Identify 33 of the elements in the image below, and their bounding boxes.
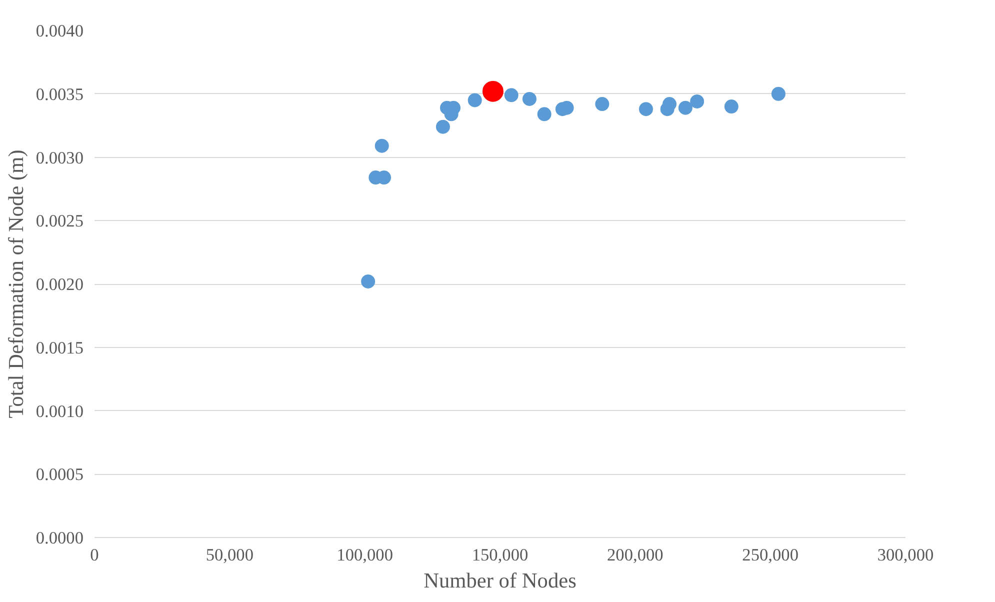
point [468,93,482,108]
point [504,88,518,102]
point [678,100,692,115]
point [374,138,389,153]
x-tick-label: 250,000 [742,546,799,564]
point [771,86,786,101]
y-tick-label: 0.0035 [36,84,84,104]
point [482,80,504,102]
point [522,92,536,106]
point [690,94,704,108]
y-tick-label: 0.0010 [36,402,84,421]
y-tick-label: 0.0005 [36,465,84,484]
point [537,107,552,122]
x-tick-label: 300,000 [877,546,934,564]
y-tick-label: 0.0020 [36,275,84,294]
x-axis-title: Number of Nodes [424,568,576,592]
x-tick-label: 100,000 [336,546,394,564]
y-axis-title: Total Deformation of Node (m) [4,150,28,418]
y-tick-label: 0.0025 [36,212,84,231]
point [595,97,610,111]
y-tick-label: 0.0015 [36,338,84,358]
y-tick-label: 0.0030 [36,148,84,168]
y-tick-label: 0.0000 [36,528,84,548]
point [638,102,653,116]
x-tick-label: 0 [90,546,99,564]
point [662,97,676,111]
y-tick-label: 0.0040 [36,22,84,40]
x-tick-label: 50,000 [206,546,254,564]
point [724,100,738,114]
point [361,274,376,288]
point [436,120,450,134]
x-tick-label: 200,000 [607,546,664,564]
x-tick-label: 150,000 [472,546,528,564]
